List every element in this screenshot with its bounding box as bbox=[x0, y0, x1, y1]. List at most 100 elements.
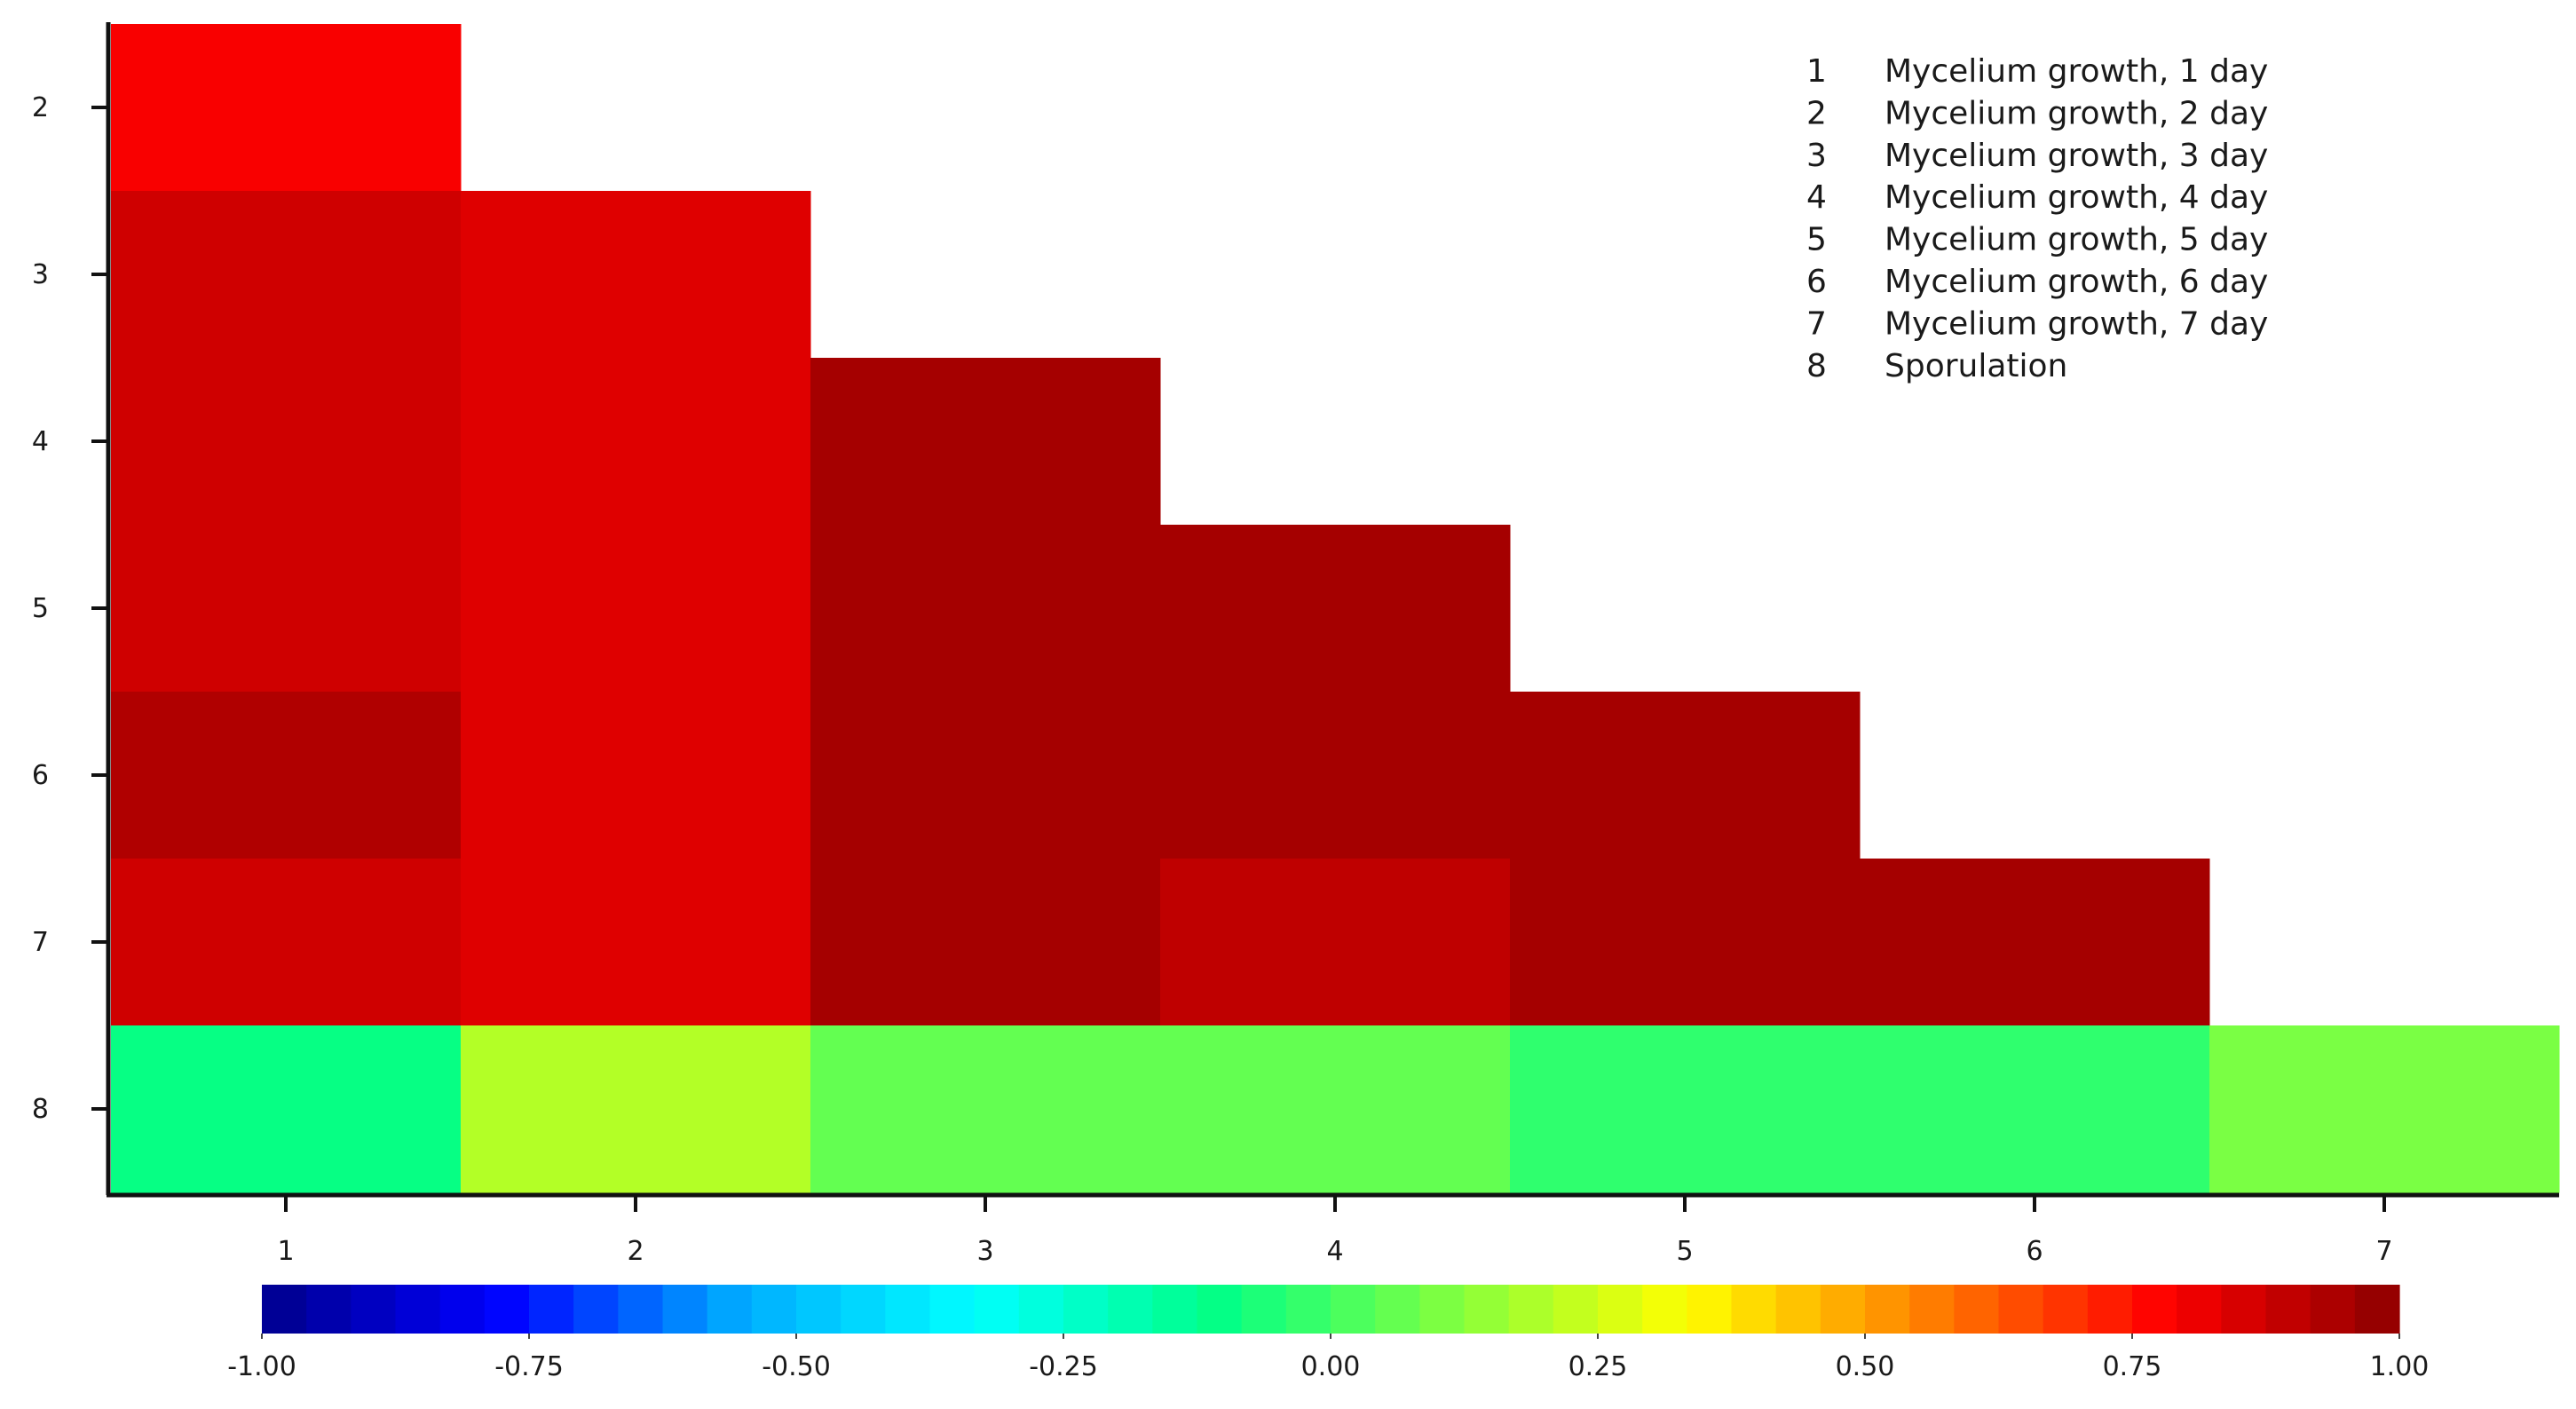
heatmap-cell-2-7 bbox=[461, 859, 811, 1026]
heatmap-cells bbox=[111, 24, 2560, 1193]
heatmap-cell-3-6 bbox=[810, 692, 1161, 859]
legend-label-2: Mycelium growth, 2 day bbox=[1885, 95, 2268, 131]
colorbar-tick-label: 0.75 bbox=[2103, 1351, 2162, 1382]
colorbar-segment bbox=[1598, 1285, 1643, 1334]
legend-key-3: 3 bbox=[1806, 138, 1827, 174]
colorbar-segment bbox=[929, 1285, 976, 1334]
heatmap-cell-1-4 bbox=[111, 358, 462, 526]
legend-label-6: Mycelium growth, 6 day bbox=[1885, 264, 2268, 300]
colorbar-tick-label: -0.25 bbox=[1029, 1351, 1098, 1382]
colorbar-segment bbox=[1108, 1285, 1153, 1334]
x-tick-label-6: 6 bbox=[2026, 1236, 2043, 1267]
colorbar-segment bbox=[2354, 1285, 2400, 1334]
heatmap-cell-5-6 bbox=[1510, 692, 1861, 859]
colorbar-segment bbox=[1909, 1285, 1955, 1334]
colorbar-segment bbox=[885, 1285, 931, 1334]
heatmap-cell-4-7 bbox=[1160, 859, 1511, 1026]
colorbar-segment bbox=[2310, 1285, 2356, 1334]
colorbar-segment bbox=[351, 1285, 397, 1334]
colorbar-tick-label: -1.00 bbox=[227, 1351, 296, 1382]
colorbar-segment bbox=[1241, 1285, 1287, 1334]
colorbar-segment bbox=[1331, 1285, 1376, 1334]
colorbar-tick-label: 1.00 bbox=[2370, 1351, 2430, 1382]
heatmap-cell-2-4 bbox=[461, 358, 811, 526]
heatmap-cell-7-8 bbox=[2209, 1025, 2560, 1193]
y-tick-label-4: 4 bbox=[32, 426, 49, 457]
heatmap-cell-6-7 bbox=[1860, 859, 2210, 1026]
heatmap-cell-5-8 bbox=[1510, 1025, 1861, 1193]
heatmap-cell-4-5 bbox=[1160, 525, 1511, 693]
legend-label-4: Mycelium growth, 4 day bbox=[1885, 179, 2268, 216]
colorbar-segment bbox=[2043, 1285, 2089, 1334]
colorbar-segment bbox=[1687, 1285, 1733, 1334]
heatmap-cell-4-6 bbox=[1160, 692, 1511, 859]
colorbar-segment bbox=[1775, 1285, 1821, 1334]
legend-label-8: Sporulation bbox=[1885, 348, 2067, 384]
colorbar-segment bbox=[1464, 1285, 1510, 1334]
colorbar-segment bbox=[1865, 1285, 1910, 1334]
heatmap-cell-1-3 bbox=[111, 191, 462, 359]
colorbar-segment bbox=[1642, 1285, 1687, 1334]
heatmap-cell-5-7 bbox=[1510, 859, 1861, 1026]
x-tick-label-2: 2 bbox=[627, 1236, 644, 1267]
colorbar-tick-label: -0.50 bbox=[762, 1351, 831, 1382]
colorbar-segment bbox=[2177, 1285, 2222, 1334]
legend-label-3: Mycelium growth, 3 day bbox=[1885, 138, 2268, 174]
heatmap-cell-1-7 bbox=[111, 859, 462, 1026]
x-tick-label-7: 7 bbox=[2375, 1236, 2392, 1267]
colorbar-segment bbox=[1954, 1285, 2000, 1334]
colorbar-segment bbox=[618, 1285, 664, 1334]
heatmap-cell-6-8 bbox=[1860, 1025, 2210, 1193]
heatmap-cell-2-6 bbox=[461, 692, 811, 859]
axes: 2 3 4 5 6 7 8 1 2 3 4 5 6 7 bbox=[32, 22, 2559, 1267]
heatmap-cell-4-8 bbox=[1160, 1025, 1511, 1193]
x-tick-label-5: 5 bbox=[1676, 1236, 1693, 1267]
colorbar-segment bbox=[306, 1285, 352, 1334]
heatmap-cell-1-6 bbox=[111, 692, 462, 859]
y-tick-label-8: 8 bbox=[32, 1094, 49, 1125]
colorbar-tick-label: 0.00 bbox=[1301, 1351, 1361, 1382]
colorbar-segment bbox=[1508, 1285, 1554, 1334]
colorbar-segment bbox=[2132, 1285, 2177, 1334]
legend-key-2: 2 bbox=[1806, 95, 1827, 131]
legend-key-7: 7 bbox=[1806, 305, 1827, 342]
colorbar-segment bbox=[1152, 1285, 1198, 1334]
colorbar-segment bbox=[439, 1285, 486, 1334]
legend-key-8: 8 bbox=[1806, 348, 1827, 384]
heatmap-cell-1-8 bbox=[111, 1025, 462, 1193]
colorbar-segment bbox=[1419, 1285, 1466, 1334]
x-tick-label-1: 1 bbox=[277, 1236, 294, 1267]
colorbar-segment bbox=[395, 1285, 441, 1334]
colorbar-segment bbox=[1731, 1285, 1777, 1334]
heatmap-cell-3-8 bbox=[810, 1025, 1161, 1193]
heatmap-cell-1-5 bbox=[111, 525, 462, 693]
colorbar-segment bbox=[974, 1285, 1020, 1334]
colorbar-segment bbox=[662, 1285, 708, 1334]
legend: 1 Mycelium growth, 1 day 2 Mycelium growth,… bbox=[1806, 53, 2268, 384]
colorbar-segment bbox=[796, 1285, 842, 1334]
colorbar-tick-label: -0.75 bbox=[494, 1351, 564, 1382]
heatmap-cell-2-8 bbox=[461, 1025, 811, 1193]
y-tick-label-7: 7 bbox=[32, 927, 49, 958]
heatmap-cell-3-7 bbox=[810, 859, 1161, 1026]
legend-label-1: Mycelium growth, 1 day bbox=[1885, 53, 2268, 90]
colorbar: -1.00 -0.75 -0.50 -0.25 0.00 0.25 0.50 0.75 1.00 bbox=[227, 1285, 2429, 1382]
colorbar-segment bbox=[1820, 1285, 1866, 1334]
x-tick-label-4: 4 bbox=[1326, 1236, 1343, 1267]
colorbar-segment bbox=[751, 1285, 797, 1334]
legend-key-4: 4 bbox=[1806, 179, 1827, 216]
colorbar-tick-label: 0.25 bbox=[1569, 1351, 1628, 1382]
colorbar-segment bbox=[707, 1285, 753, 1334]
legend-key-6: 6 bbox=[1806, 264, 1827, 300]
x-tick-label-3: 3 bbox=[976, 1236, 993, 1267]
heatmap-cell-2-3 bbox=[461, 191, 811, 359]
legend-key-1: 1 bbox=[1806, 53, 1827, 90]
colorbar-segment bbox=[841, 1285, 886, 1334]
colorbar-segment bbox=[2221, 1285, 2267, 1334]
colorbar-segment bbox=[529, 1285, 574, 1334]
colorbar-segment bbox=[1197, 1285, 1243, 1334]
colorbar-segment bbox=[1063, 1285, 1109, 1334]
y-tick-label-3: 3 bbox=[32, 259, 49, 290]
legend-label-7: Mycelium growth, 7 day bbox=[1885, 305, 2268, 342]
